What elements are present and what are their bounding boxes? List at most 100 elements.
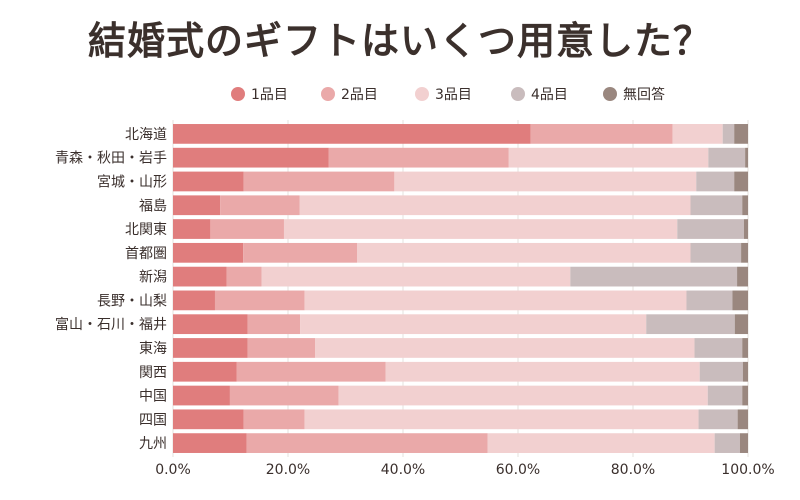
legend-marker [231, 87, 245, 101]
bar-segment-4 [690, 195, 743, 216]
bar-segment-4 [698, 409, 738, 430]
bar-segment-3 [357, 242, 691, 263]
bar-segment-1 [173, 409, 244, 430]
category-label: 青森・秋田・岩手 [55, 151, 167, 167]
bar-segment-3 [338, 385, 708, 406]
bar-segment-4 [570, 266, 738, 287]
category-label: 関西 [139, 365, 167, 381]
bar-segment-5 [741, 242, 748, 263]
bar-segment-3 [261, 266, 571, 287]
legend-marker [603, 87, 617, 101]
bar-segment-5 [734, 171, 748, 192]
bar-segment-2 [220, 195, 300, 216]
bar-segment-1 [173, 219, 211, 239]
bar-segment-3 [385, 361, 700, 382]
legend-marker [415, 87, 429, 101]
x-tick-label: 60.0% [496, 462, 540, 478]
bar-segment-4 [694, 338, 743, 358]
bar-segment-5 [737, 409, 748, 430]
bar-segment-5 [743, 219, 748, 239]
category-label: 富山・石川・福井 [55, 316, 167, 333]
bar-segment-1 [173, 385, 230, 406]
bar-segment-4 [714, 433, 740, 453]
x-tick-label: 40.0% [381, 462, 425, 478]
bar-segment-1 [173, 195, 221, 216]
bar-segment-2 [246, 433, 488, 453]
bar-segment-5 [742, 338, 748, 358]
x-tick-label: 80.0% [611, 462, 655, 478]
x-tick-label: 0.0% [155, 462, 191, 478]
legend-label: 3品目 [435, 87, 472, 103]
bar-segment-2 [229, 385, 339, 406]
bar-segment-4 [696, 171, 735, 192]
bar-segment-5 [739, 433, 748, 453]
legend-marker [511, 87, 525, 101]
category-label: 北関東 [125, 222, 167, 238]
bar-segment-5 [734, 314, 748, 335]
bar-segment-2 [530, 124, 673, 144]
bar-segment-1 [173, 171, 244, 192]
category-label: 福島 [139, 198, 167, 214]
category-label: 四国 [139, 412, 167, 428]
legend-label: 無回答 [623, 86, 665, 103]
bar-segment-4 [686, 290, 733, 311]
bar-segment-1 [173, 266, 227, 287]
bar-segment-5 [737, 266, 748, 287]
category-label: 新潟 [139, 270, 167, 286]
bar-segment-4 [708, 147, 746, 168]
bar-segment-2 [247, 338, 316, 358]
bar-segment-3 [315, 338, 695, 358]
bar-segment-3 [672, 124, 723, 144]
bar-segment-5 [745, 147, 748, 168]
bar-segment-5 [742, 361, 748, 382]
x-tick-label: 100.0% [721, 462, 774, 478]
bar-segment-4 [677, 219, 744, 239]
legend-label: 2品目 [341, 87, 378, 103]
bar-segment-3 [508, 147, 709, 168]
category-label: 九州 [139, 436, 167, 452]
bar-segment-1 [173, 242, 244, 263]
bar-segment-5 [742, 195, 748, 216]
bar-segment-3 [300, 314, 647, 335]
bar-segment-2 [226, 266, 262, 287]
bar-segment-4 [690, 242, 742, 263]
bar-segment-2 [210, 219, 284, 239]
category-label: 首都圏 [125, 246, 167, 262]
bar-segment-4 [699, 361, 743, 382]
bar-segment-4 [722, 124, 735, 144]
legend-label: 1品目 [251, 87, 288, 103]
bar-segment-3 [283, 219, 678, 239]
bar-segment-4 [646, 314, 735, 335]
bar-segment-2 [243, 171, 395, 192]
legend-marker [321, 87, 335, 101]
bar-segment-3 [394, 171, 697, 192]
bar-segment-3 [304, 409, 699, 430]
category-label: 中国 [139, 389, 167, 405]
category-label: 長野・山梨 [97, 293, 167, 309]
bar-segment-3 [487, 433, 715, 453]
category-label: 東海 [139, 341, 167, 357]
bar-segment-5 [734, 124, 748, 144]
category-label: 宮城・山形 [97, 174, 167, 190]
bar-segment-2 [247, 314, 301, 335]
bar-segment-1 [173, 338, 248, 358]
chart-title: 結婚式のギフトはいくつ用意した？ [87, 19, 712, 63]
bar-segment-1 [173, 290, 215, 311]
bar-segment-2 [214, 290, 305, 311]
bar-segment-1 [173, 124, 531, 144]
category-label: 北海道 [125, 127, 167, 143]
bar-segment-4 [707, 385, 743, 406]
bar-segment-2 [328, 147, 509, 168]
x-tick-label: 20.0% [266, 462, 310, 478]
bar-segment-1 [173, 433, 247, 453]
bar-segment-1 [173, 361, 237, 382]
bar-segment-3 [304, 290, 687, 311]
bar-segment-2 [243, 242, 357, 263]
bar-segment-2 [243, 409, 305, 430]
bar-segment-5 [732, 290, 748, 311]
bar-segment-5 [742, 385, 748, 406]
bar-segment-2 [236, 361, 386, 382]
bar-segment-3 [299, 195, 691, 216]
legend-label: 4品目 [531, 87, 568, 103]
